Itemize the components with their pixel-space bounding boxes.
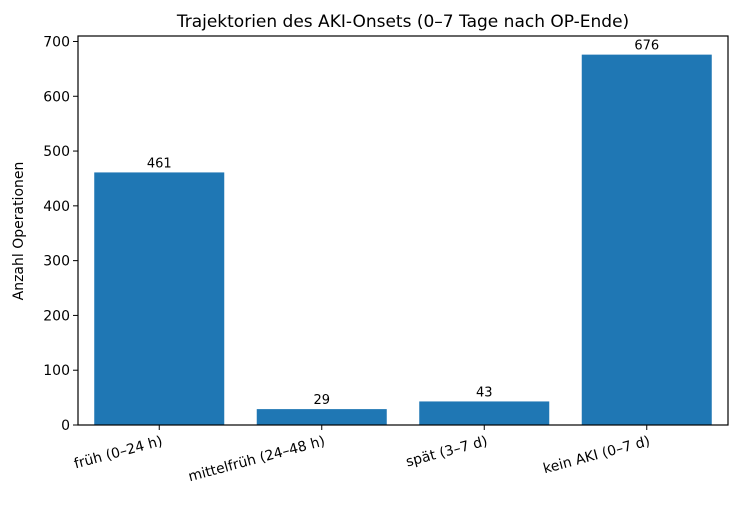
y-tick-label: 0: [61, 418, 70, 434]
y-tick-label: 300: [43, 254, 70, 270]
bar: [419, 401, 550, 425]
y-tick-label: 500: [43, 144, 70, 160]
y-tick-label: 100: [43, 363, 70, 379]
bar: [94, 172, 225, 425]
y-axis-label: Anzahl Operationen: [11, 162, 27, 301]
x-tick-label: früh (0–24 h): [72, 433, 164, 472]
y-tick-label: 600: [43, 89, 70, 105]
bar: [581, 54, 712, 425]
bar-value-label: 43: [476, 385, 493, 400]
data-labels-group: 461 29 43 676: [147, 39, 659, 408]
x-tick-label: kein AKI (0–7 d): [542, 433, 652, 477]
bar-value-label: 461: [147, 156, 172, 171]
bar-value-label: 29: [313, 393, 330, 408]
y-tick-label: 200: [43, 308, 70, 324]
x-tick-label: spät (3–7 d): [404, 433, 489, 470]
y-tick-label: 700: [43, 34, 70, 50]
x-axis: früh (0–24 h) mittelfrüh (24–48 h) spät (3…: [72, 425, 652, 485]
y-tick-label: 400: [43, 199, 70, 215]
bar: [256, 409, 387, 425]
x-tick-label: mittelfrüh (24–48 h): [187, 433, 327, 485]
bar-value-label: 676: [634, 39, 659, 54]
plot-frame: [77, 35, 729, 426]
y-axis: 0 100 200 300 400 500 600 700: [43, 34, 78, 434]
bars-group: [94, 54, 712, 425]
chart-title: Trajektorien des AKI-Onsets (0–7 Tage na…: [176, 12, 629, 32]
